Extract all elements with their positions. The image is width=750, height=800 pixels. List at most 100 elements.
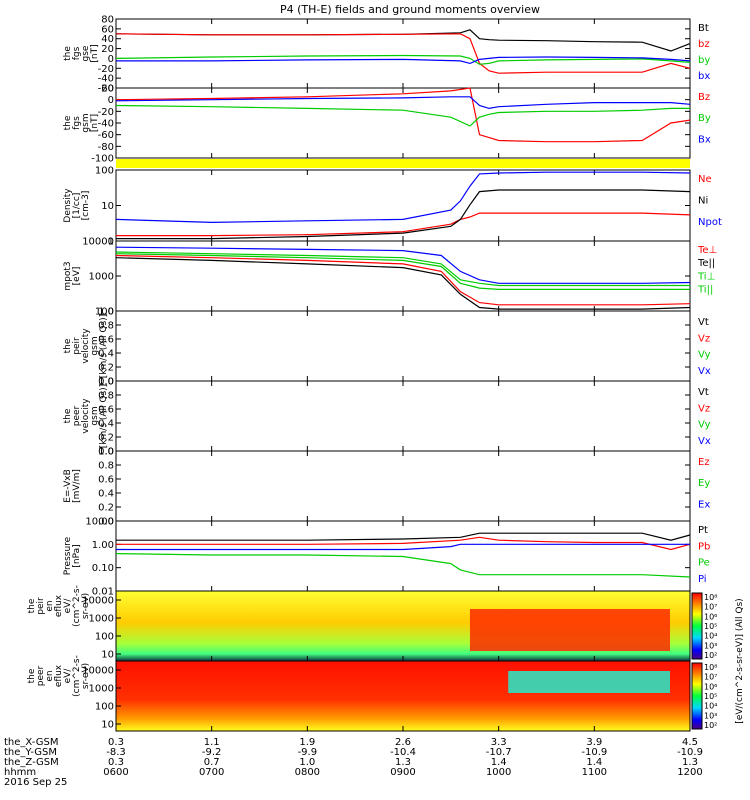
- y-tick-label: 0.2: [98, 503, 114, 514]
- series-line-Bt: [115, 29, 691, 52]
- y-axis-label: thefgsgse[nT]: [63, 44, 100, 62]
- legend-entry: bz: [698, 39, 710, 50]
- ephemeris-value: 0600: [103, 767, 128, 778]
- ephemeris-value: -10.9: [581, 747, 607, 758]
- ephemeris-row-label: the_Y-GSM: [4, 747, 57, 758]
- y-tick-label: 0.6: [98, 335, 114, 346]
- y-tick-label: 1.0: [98, 377, 114, 388]
- ephemeris-value: 0.7: [204, 757, 220, 768]
- series-line-bx: [116, 56, 691, 65]
- colorbar-tick-label: 10⁸: [704, 593, 717, 602]
- y-axis-label-line: velocity: [81, 398, 91, 434]
- y-tick-label: 0.8: [98, 321, 114, 332]
- y-axis-label-line: [nT]: [90, 44, 100, 62]
- colorbar: [691, 662, 703, 730]
- y-tick-label: 20: [101, 84, 114, 95]
- ephemeris-row-label: the_X-GSM: [4, 737, 58, 748]
- ephemeris-date: 2016 Sep 25: [4, 777, 67, 788]
- spectrogram-region: [469, 609, 670, 651]
- legend-entry: Pi: [698, 574, 707, 585]
- y-axis-label-line: velocity: [81, 328, 91, 364]
- legend-entry: Bz: [698, 92, 710, 103]
- panel-frame: [115, 240, 691, 312]
- ephemeris-value: 1.0: [299, 757, 315, 768]
- colorbar-tick-label: 10⁸: [704, 663, 717, 672]
- legend-entry: Te⊥: [697, 245, 717, 256]
- legend-entry: Ti||: [697, 285, 713, 296]
- legend-entry: Te||: [697, 258, 715, 269]
- y-axis-label-line: peir: [36, 597, 46, 615]
- y-axis-label-line: the: [63, 46, 73, 61]
- y-tick-label: 1.0: [98, 307, 114, 318]
- series-line-Pb: [116, 536, 691, 551]
- y-tick-label: -60: [98, 84, 114, 95]
- series-line-Ti⊥: [115, 251, 690, 287]
- colorbar: [691, 592, 703, 660]
- y-axis-label: thepeervelocitygsm[km/s (All Qs)]: [63, 384, 109, 448]
- legend-entry: By: [698, 113, 711, 124]
- y-tick-label: -60: [98, 130, 114, 141]
- legend-entry: Vx: [698, 436, 711, 447]
- ephemeris-value: 3.3: [491, 737, 507, 748]
- y-axis-label-line: peer: [36, 665, 46, 686]
- y-axis-label-line: [km/s (All Qs)]: [99, 314, 109, 378]
- colorbar-tick-label: 10⁶: [704, 682, 717, 691]
- y-axis-label-line: gsm: [81, 113, 91, 132]
- y-axis-label-line: [nT]: [90, 114, 100, 132]
- colorbar-tick-label: 10⁴: [704, 632, 717, 641]
- ephemeris-value: -9.9: [298, 747, 318, 758]
- y-tick-label: -40: [98, 119, 114, 130]
- legend-entry: Ez: [698, 457, 710, 468]
- ephemeris-value: 0800: [295, 767, 320, 778]
- ephemeris-value: 1.9: [299, 737, 315, 748]
- y-axis-label-line: [km/s (All Qs)]: [99, 384, 109, 448]
- colorbar-tick-label: 10⁵: [704, 622, 717, 631]
- y-tick-label: 1000: [89, 684, 114, 695]
- y-tick-label: 1: [108, 237, 114, 248]
- ephemeris-value: 2.6: [395, 737, 411, 748]
- series-line-Ne: [116, 212, 691, 237]
- y-axis-label: thepeirenefluxeV/(cm^2-s-sr-eV): [27, 585, 91, 627]
- y-tick-label: 100: [95, 702, 114, 713]
- y-tick-label: 10000: [82, 237, 114, 248]
- panel-peir-velocity: 1.00.80.60.40.20.0thepeirvelocitygsm[km/…: [63, 307, 711, 388]
- y-tick-label: 1.0: [98, 447, 114, 458]
- y-axis-label: Pressure[nPa]: [63, 536, 82, 575]
- spectrogram-region: [508, 671, 670, 693]
- legend-entry: bx: [698, 71, 710, 82]
- y-axis-label-line: peir: [72, 337, 82, 355]
- spectrogram-peir-eflux: 10000 1000 100 10 thepeirenefluxeV/(cm^2-s-s…: [27, 585, 717, 662]
- y-tick-label: 0.8: [98, 461, 114, 472]
- legend-entry: Vy: [698, 350, 711, 361]
- y-axis-label-line: the: [27, 668, 37, 683]
- legend-entry: Bt: [698, 23, 709, 34]
- y-axis-label-line: en: [45, 600, 55, 611]
- y-axis-label-line: en: [45, 670, 55, 681]
- y-axis-label-line: the: [27, 598, 37, 613]
- colorbar-tick-label: 10²: [704, 721, 717, 730]
- y-tick-label: 10000: [82, 596, 114, 607]
- ephemeris-value: 0900: [390, 767, 415, 778]
- panel-temperature: 10000 1000 100 mpot3[eV] Te⊥ Te|| Ti⊥ Ti||: [63, 237, 717, 318]
- y-tick-label: 0.0: [98, 517, 114, 528]
- colorbar-label: [eV/(cm^2-s-sr-eV)] (All Qs): [735, 598, 745, 723]
- y-axis-label-line: gsm: [90, 406, 100, 425]
- ephemeris-value: -8.3: [106, 747, 126, 758]
- status-bar: [116, 159, 690, 168]
- y-axis-label-line: gsm: [90, 336, 100, 355]
- legend-entry: Pt: [698, 525, 708, 536]
- colorbar-tick-label: 10³: [704, 641, 717, 650]
- ephemeris-value: 1.1: [204, 737, 220, 748]
- legend-entry: Vt: [698, 317, 709, 328]
- legend-entry: Ne: [698, 174, 712, 185]
- y-tick-label: 1000: [89, 614, 114, 625]
- ephemeris-value: -10.4: [390, 747, 416, 758]
- y-axis-label-line: eflux: [54, 594, 64, 617]
- ephemeris-value: -10.9: [677, 747, 703, 758]
- spectrogram-peer-eflux: 10000 1000 100 10 thepeerenefluxeV/(cm^2-s-s…: [27, 655, 717, 732]
- y-tick-label: 0.2: [98, 363, 114, 374]
- y-axis-label-line: eV/: [63, 598, 73, 614]
- legend-entry: Pb: [698, 541, 710, 552]
- y-tick-label: -20: [98, 64, 114, 75]
